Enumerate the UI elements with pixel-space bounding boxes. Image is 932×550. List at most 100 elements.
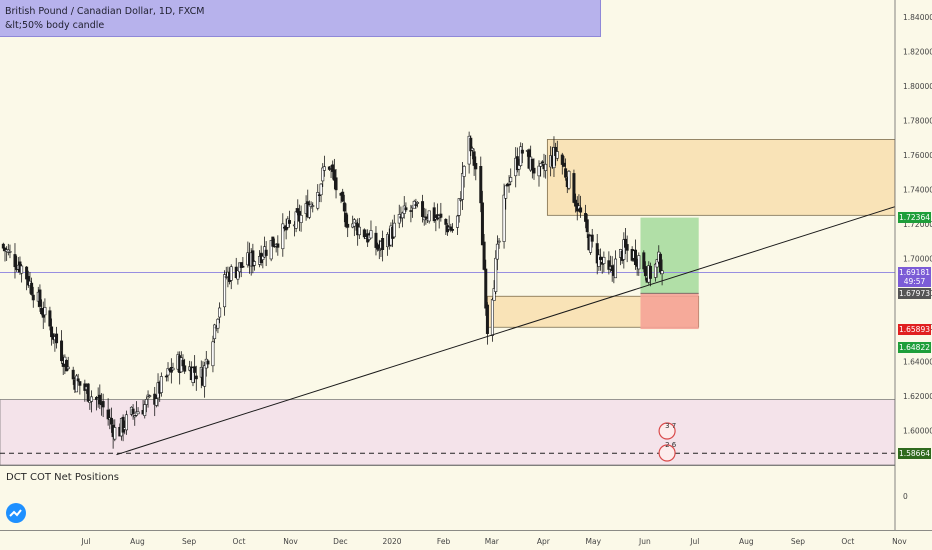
candle-body	[579, 207, 583, 213]
candle-body	[61, 362, 65, 367]
price-badge: 1.69181	[898, 266, 931, 278]
candle-body	[319, 183, 323, 196]
support-zone[interactable]	[0, 399, 896, 466]
candle-body	[76, 378, 80, 382]
time-tick-label: Nov	[892, 537, 907, 546]
position-stop-zone[interactable]	[640, 293, 699, 330]
supply-zone[interactable]	[546, 139, 896, 216]
legend-subtitle: &lt;50% body candle	[5, 20, 105, 31]
candle-body	[449, 226, 453, 231]
candle-body	[479, 166, 483, 204]
price-badge: 1.58664	[898, 448, 931, 460]
time-tick-label: Sep	[182, 537, 196, 546]
candle-body	[480, 202, 484, 246]
candle-body	[444, 219, 448, 225]
candle-body	[633, 249, 637, 266]
candle-body	[562, 162, 566, 167]
candle-body	[181, 359, 185, 367]
candle-body	[577, 205, 581, 210]
candle-body	[203, 365, 207, 387]
candle-body	[299, 214, 303, 223]
candle-body	[78, 381, 82, 386]
time-tick-label: Jul	[80, 537, 90, 546]
candle-body	[136, 411, 140, 415]
candle-body	[509, 177, 513, 183]
candle-body	[494, 257, 498, 292]
time-tick-label: Dec	[333, 537, 348, 546]
candle-body	[334, 177, 338, 191]
candle-body	[457, 198, 461, 216]
legend-panel[interactable]: British Pound / Canadian Dollar, 1D, FXC…	[0, 0, 601, 37]
candle-body	[50, 326, 54, 338]
price-badge: 1.72364	[898, 212, 931, 224]
candle-body	[26, 276, 30, 286]
event-marker-bottom-label: 2 6	[665, 441, 677, 449]
candle-body	[599, 256, 603, 260]
candle-body	[409, 210, 413, 212]
trendline[interactable]	[116, 206, 896, 456]
candle-body	[404, 207, 408, 211]
candle-body	[614, 258, 618, 279]
candle-body	[484, 268, 488, 309]
price-tick-label: 1.76000	[903, 151, 932, 160]
time-tick-label: Nov	[283, 537, 298, 546]
candle-body	[8, 251, 12, 253]
candle-body	[381, 238, 385, 251]
candle-body	[432, 207, 436, 222]
candle-body	[164, 375, 168, 378]
candle-body	[229, 266, 233, 281]
candle-body	[65, 360, 69, 372]
event-marker-bottom[interactable]	[658, 444, 676, 462]
candle-body	[331, 164, 335, 172]
candle-body	[607, 260, 611, 270]
candle-body	[213, 324, 217, 340]
candle-body	[540, 161, 544, 164]
candle-body	[622, 239, 626, 260]
event-markers[interactable]: 3 7 2 6	[658, 422, 677, 462]
candle-body	[144, 399, 148, 405]
candle-body	[121, 416, 125, 433]
candle-body	[253, 261, 257, 266]
candle-body	[284, 225, 288, 231]
event-marker-top[interactable]	[658, 422, 676, 440]
price-tick-label: 1.80000	[903, 82, 932, 91]
time-tick-label: Aug	[130, 537, 145, 546]
price-tick-label: 1.78000	[903, 117, 932, 126]
candle-body	[555, 151, 559, 159]
candle-body	[564, 168, 568, 178]
candle-body	[472, 151, 476, 166]
candle-body	[276, 243, 280, 248]
price-tick-label: 1.62000	[903, 392, 932, 401]
candle-body	[48, 310, 52, 327]
candle-body	[239, 262, 243, 268]
price-tick-label: 1.72000	[903, 220, 932, 229]
time-tick-label: Sep	[791, 537, 805, 546]
candle-body	[597, 254, 601, 267]
candle-body	[495, 243, 499, 260]
candle-body	[427, 210, 431, 222]
price-badge: 1.64822	[898, 342, 931, 353]
candle-body	[519, 146, 523, 166]
candle-body	[497, 240, 501, 243]
candle-body	[502, 194, 506, 242]
time-tick-label: Jun	[638, 537, 651, 546]
candle-body	[131, 408, 135, 414]
candle-body	[459, 199, 463, 201]
candle-body	[269, 240, 273, 260]
candle-body	[552, 147, 556, 169]
candle-body	[455, 215, 459, 228]
candle-body	[539, 163, 543, 167]
candle-body	[485, 304, 489, 334]
price-tick-label: 1.82000	[903, 48, 932, 57]
event-marker-top-label: 3 7	[665, 422, 676, 430]
candle-body	[38, 289, 42, 307]
time-tick-label: Feb	[437, 537, 451, 546]
candle-body	[560, 154, 564, 165]
candle-body	[218, 307, 222, 318]
indicator-pane[interactable]	[0, 466, 895, 530]
tradingview-logo-icon[interactable]	[6, 503, 26, 523]
indicator-title[interactable]: DCT COT Net Positions	[6, 472, 119, 483]
candle-body	[341, 191, 345, 202]
candle-body	[191, 367, 195, 383]
